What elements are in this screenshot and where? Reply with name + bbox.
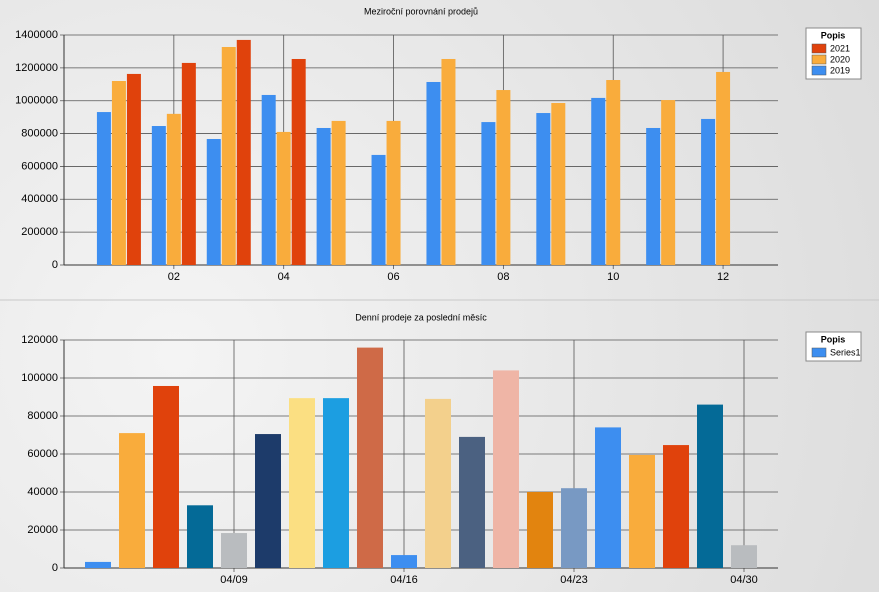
bar <box>663 445 689 568</box>
legend-swatch <box>811 347 827 358</box>
y-tick-label: 120000 <box>21 334 58 346</box>
y-tick-label: 1200000 <box>15 62 58 74</box>
legend-label: Series1 <box>830 347 861 357</box>
bar <box>661 100 676 265</box>
y-tick-label: 0 <box>52 562 58 574</box>
bar <box>236 39 251 265</box>
bar <box>591 97 606 266</box>
legend-label: 2021 <box>830 43 850 53</box>
bar <box>221 46 236 265</box>
y-tick-label: 200000 <box>21 226 58 238</box>
bar <box>716 71 731 265</box>
legend-box <box>805 331 862 362</box>
bar <box>481 122 496 265</box>
bar <box>493 370 519 568</box>
y-tick-label: 800000 <box>21 127 58 139</box>
bar <box>96 112 111 265</box>
bar <box>496 90 511 266</box>
bar <box>527 492 553 568</box>
bar <box>255 434 281 568</box>
x-tick-label: 04/16 <box>390 574 418 586</box>
x-tick-label: 04/30 <box>730 574 758 586</box>
x-tick-label: 04/09 <box>220 574 248 586</box>
legend-label: 2020 <box>830 54 850 64</box>
x-tick-label: 10 <box>607 271 619 283</box>
bar <box>386 120 401 266</box>
bar <box>166 113 181 265</box>
y-tick-label: 1400000 <box>15 29 58 41</box>
bar <box>291 58 306 265</box>
legend-title: Popis <box>821 30 846 40</box>
y-tick-label: 1000000 <box>15 95 58 107</box>
bar <box>357 347 383 568</box>
bar <box>441 58 456 265</box>
chart-title: Meziroční porovnání prodejů <box>364 6 478 16</box>
y-tick-label: 600000 <box>21 160 58 172</box>
bar <box>151 126 166 265</box>
x-tick-label: 06 <box>387 271 399 283</box>
chart-title: Denní prodeje za poslední měsíc <box>355 312 487 322</box>
bar <box>85 561 111 568</box>
bar <box>187 505 213 568</box>
bar <box>323 398 349 568</box>
legend-swatch <box>811 54 827 65</box>
y-tick-label: 0 <box>52 259 58 271</box>
bar <box>551 103 566 265</box>
bar <box>153 385 179 568</box>
bar <box>276 131 291 265</box>
bar <box>206 138 221 265</box>
bar <box>697 404 723 568</box>
x-tick-label: 02 <box>168 271 180 283</box>
legend-title: Popis <box>821 334 846 344</box>
bar <box>371 154 386 265</box>
x-tick-label: 08 <box>497 271 509 283</box>
bar <box>646 127 661 265</box>
x-tick-label: 04/23 <box>560 574 588 586</box>
bar <box>316 127 331 265</box>
y-tick-label: 40000 <box>27 486 58 498</box>
bar <box>261 94 276 265</box>
bar <box>595 427 621 568</box>
x-tick-label: 12 <box>717 271 729 283</box>
y-tick-label: 20000 <box>27 524 58 536</box>
bar <box>629 454 655 568</box>
bar <box>126 73 141 265</box>
legend-label: 2019 <box>830 65 850 75</box>
y-tick-label: 60000 <box>27 448 58 460</box>
bar <box>426 81 441 265</box>
y-tick-label: 80000 <box>27 410 58 422</box>
legend-swatch <box>811 43 827 54</box>
bar <box>459 436 485 568</box>
bar <box>731 545 757 568</box>
bar <box>425 398 451 568</box>
bar <box>111 81 126 265</box>
bar <box>119 433 145 568</box>
bar <box>391 555 417 568</box>
bar <box>221 533 247 568</box>
bar <box>331 120 346 266</box>
bar <box>289 398 315 568</box>
bar <box>536 113 551 266</box>
bar <box>181 62 196 265</box>
x-tick-label: 04 <box>278 271 290 283</box>
legend-swatch <box>811 65 827 76</box>
bar <box>561 488 587 568</box>
bar <box>606 80 621 265</box>
y-tick-label: 100000 <box>21 372 58 384</box>
y-tick-label: 400000 <box>21 193 58 205</box>
bar <box>701 118 716 265</box>
